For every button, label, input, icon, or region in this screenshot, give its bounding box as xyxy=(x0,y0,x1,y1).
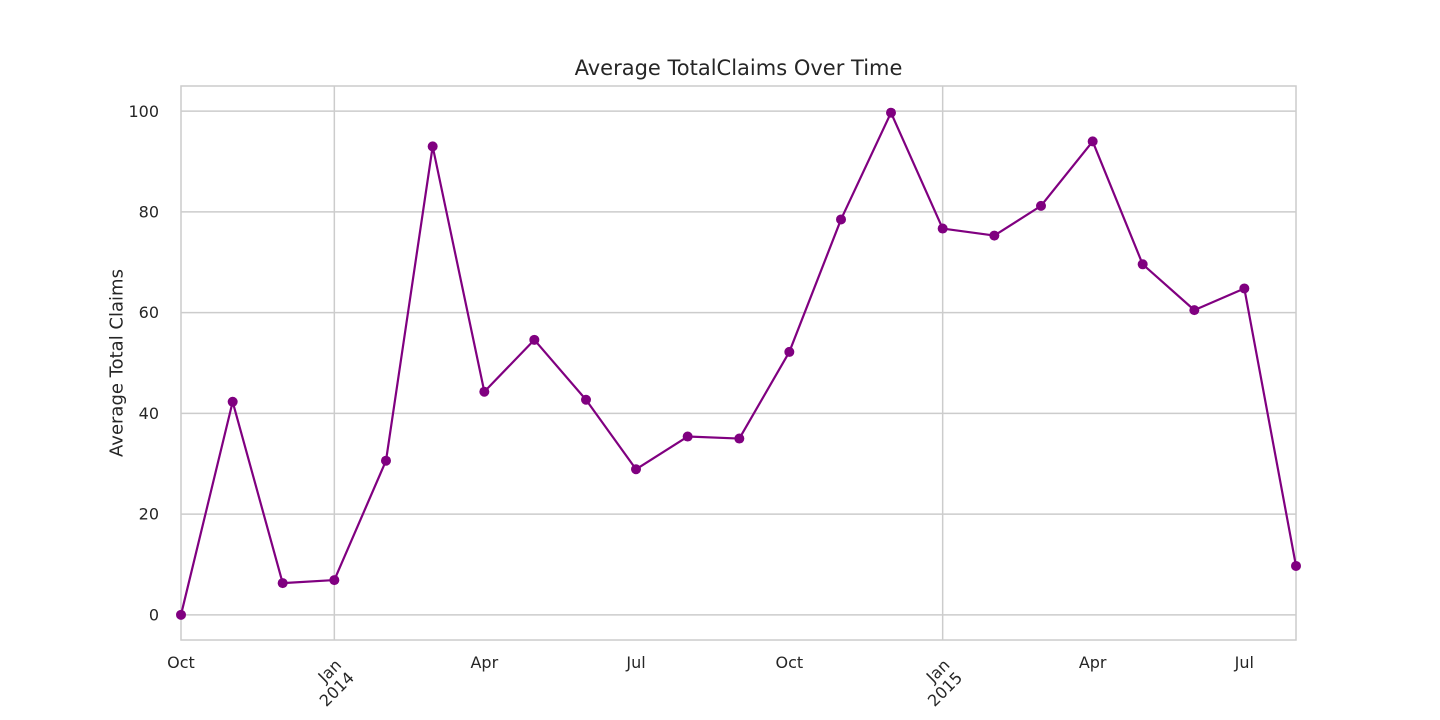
data-point xyxy=(381,455,391,466)
x-tick-label: Apr xyxy=(1079,653,1107,672)
data-point xyxy=(176,609,186,620)
data-point xyxy=(1291,560,1301,571)
data-point xyxy=(277,578,288,589)
chart-title: Average TotalClaims Over Time xyxy=(575,56,903,80)
data-point xyxy=(529,334,540,345)
series-layer xyxy=(176,107,1301,620)
plot-area-frame xyxy=(180,85,1297,641)
x-tick-label: Oct xyxy=(775,653,803,672)
data-point xyxy=(937,223,948,234)
y-tick-label: 20 xyxy=(139,505,159,524)
y-tick-label: 80 xyxy=(139,203,159,222)
data-point xyxy=(682,431,693,442)
y-tick-label: 100 xyxy=(128,102,159,121)
data-point xyxy=(1036,200,1046,211)
data-point xyxy=(1087,136,1098,147)
data-point xyxy=(734,433,745,444)
y-axis-ticks: 0 20 40 60 80 100 xyxy=(128,102,159,625)
data-point xyxy=(427,141,438,152)
data-point xyxy=(227,396,238,407)
series-line xyxy=(179,111,1298,616)
data-point xyxy=(631,464,641,475)
data-point xyxy=(836,214,846,225)
data-point xyxy=(329,575,340,586)
data-point xyxy=(784,346,795,357)
x-tick-label: Jul xyxy=(1234,653,1254,672)
data-point xyxy=(479,386,490,397)
data-point xyxy=(1189,305,1200,316)
y-tick-label: 40 xyxy=(139,404,159,423)
x-tick-label: Oct xyxy=(167,653,195,672)
data-point xyxy=(1239,283,1250,294)
x-tick-label: Apr xyxy=(470,653,498,672)
data-point xyxy=(581,394,591,405)
y-axis-label: Average Total Claims xyxy=(106,269,127,457)
y-tick-label: 0 xyxy=(149,605,159,624)
data-point xyxy=(989,230,1000,241)
y-tick-label: 60 xyxy=(139,303,159,322)
data-point xyxy=(886,107,896,118)
grid xyxy=(181,86,1296,640)
data-point xyxy=(1137,259,1148,270)
x-tick-label: Jul xyxy=(625,653,645,672)
